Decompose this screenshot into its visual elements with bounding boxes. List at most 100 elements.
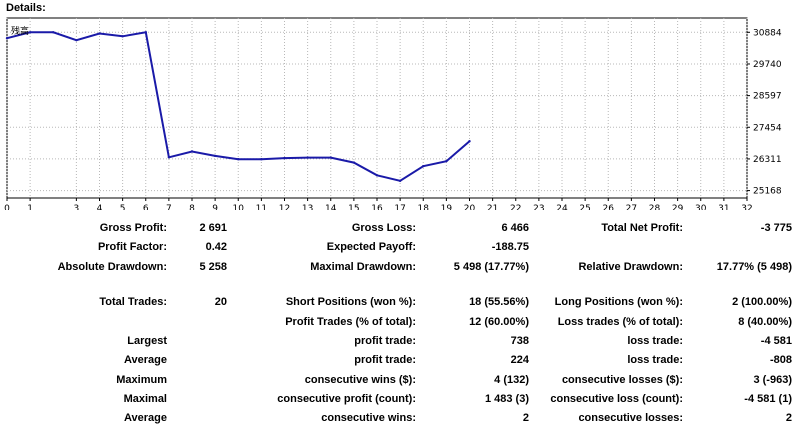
x-axis: 0 1 3 4 5 6 7 8 9 10 11 12 13 14 15 16 17 18 19 20 21 22 23 24 2… — [4, 198, 753, 210]
gross-profit-value: 2 691 — [199, 222, 227, 234]
data-point — [375, 174, 379, 177]
long-positions-value: 2 (100.00%) — [732, 296, 792, 308]
data-point — [121, 35, 124, 38]
x-tick-label: 24 — [556, 204, 568, 210]
x-tick-label: 25 — [579, 204, 590, 210]
data-point — [52, 31, 55, 34]
y-tick-label: 27454 — [753, 123, 782, 133]
maximal-drawdown-label: Maximal Drawdown: — [310, 261, 416, 273]
data-point — [28, 31, 32, 34]
x-tick-label: 22 — [510, 204, 521, 210]
x-tick-label: 30 — [695, 204, 707, 210]
gross-loss-value: 6 466 — [501, 222, 529, 234]
average-profit-label: profit trade: — [354, 354, 416, 366]
data-point — [283, 156, 286, 160]
maximal-loss-label: consecutive loss (count): — [550, 393, 683, 405]
x-tick-label: 0 — [4, 204, 10, 210]
data-point — [213, 154, 217, 158]
maximal-drawdown-value: 5 498 (17.77%) — [453, 261, 529, 273]
x-tick-label: 12 — [279, 204, 290, 210]
average-consec-profit-label: consecutive wins: — [321, 412, 416, 424]
total-trades-label: Total Trades: — [99, 296, 167, 308]
relative-drawdown-label: Relative Drawdown: — [578, 261, 683, 273]
grid — [6, 18, 748, 198]
details-title: Details: — [6, 2, 46, 14]
y-tick-label: 30884 — [753, 28, 782, 38]
data-points — [5, 31, 471, 183]
x-tick-label: 16 — [371, 204, 383, 210]
data-point — [468, 140, 471, 143]
x-tick-label: 11 — [256, 204, 267, 210]
maximum-loss-label: consecutive losses ($): — [561, 374, 683, 386]
absolute-drawdown-value: 5 258 — [199, 261, 227, 273]
y-tick-label: 25168 — [753, 187, 782, 197]
x-tick-label: 5 — [120, 204, 126, 210]
y-axis: 30884 29740 28597 27454 26311 25168 — [747, 28, 782, 197]
x-tick-label: 17 — [394, 204, 405, 210]
average-label: Average — [123, 354, 167, 366]
data-point — [144, 31, 147, 34]
x-tick-label: 7 — [166, 204, 172, 210]
x-tick-label: 4 — [97, 204, 103, 210]
profit-trades-value: 12 (60.00%) — [469, 316, 529, 328]
maximal-loss-value: -4 581 (1) — [744, 393, 792, 405]
largest-profit-value: 738 — [510, 335, 529, 347]
maximal-profit-value: 1 483 (3) — [484, 393, 529, 405]
total-net-profit-value: -3 775 — [760, 222, 792, 234]
x-tick-label: 26 — [603, 204, 615, 210]
maximal-label: Maximal — [123, 393, 167, 405]
data-point — [98, 32, 101, 35]
data-point — [167, 156, 171, 159]
average-consec-loss-label: consecutive losses: — [578, 412, 683, 424]
data-point — [75, 38, 78, 42]
average-profit-value: 224 — [510, 354, 529, 366]
average-consec-label: Average — [123, 412, 167, 424]
data-point — [445, 159, 448, 163]
expected-payoff-label: Expected Payoff: — [326, 241, 416, 253]
x-tick-label: 18 — [418, 204, 430, 210]
data-point — [260, 158, 263, 161]
maximum-label: Maximum — [116, 374, 167, 386]
x-tick-label: 8 — [189, 204, 195, 210]
data-point — [306, 156, 309, 159]
y-tick-label: 28597 — [753, 92, 782, 102]
average-loss-value: -808 — [769, 354, 792, 366]
profit-factor-value: 0.42 — [205, 241, 227, 253]
short-positions-label: Short Positions (won %): — [285, 296, 416, 308]
maximum-profit-value: 4 (132) — [494, 374, 529, 386]
x-tick-label: 1 — [27, 204, 33, 210]
largest-profit-label: profit trade: — [354, 335, 416, 347]
x-tick-label: 9 — [212, 204, 218, 210]
x-tick-label: 21 — [487, 204, 498, 210]
y-tick-label: 29740 — [753, 60, 782, 70]
x-tick-label: 10 — [233, 204, 245, 210]
loss-trades-value: 8 (40.00%) — [738, 316, 792, 328]
data-point — [398, 179, 402, 183]
x-tick-label: 28 — [649, 204, 661, 210]
total-net-profit-label: Total Net Profit: — [601, 222, 683, 234]
y-tick-label: 26311 — [753, 155, 782, 165]
largest-loss-value: -4 581 — [760, 335, 792, 347]
largest-label: Largest — [127, 335, 167, 347]
x-tick-label: 19 — [441, 204, 453, 210]
gross-profit-label: Gross Profit: — [99, 222, 167, 234]
x-tick-label: 13 — [302, 204, 313, 210]
maximal-profit-label: consecutive profit (count): — [277, 393, 416, 405]
x-tick-label: 27 — [626, 204, 637, 210]
largest-loss-label: loss trade: — [627, 335, 683, 347]
data-point — [190, 150, 194, 153]
x-tick-label: 31 — [718, 204, 729, 210]
x-tick-label: 15 — [348, 204, 359, 210]
absolute-drawdown-label: Absolute Drawdown: — [57, 261, 167, 273]
profit-factor-label: Profit Factor: — [97, 241, 167, 253]
x-tick-label: 20 — [464, 204, 476, 210]
average-consec-loss-value: 2 — [785, 412, 792, 424]
short-positions-value: 18 (55.56%) — [469, 296, 529, 308]
x-tick-label: 3 — [74, 204, 80, 210]
legend-label: 残高 — [11, 25, 29, 37]
maximum-loss-value: 3 (-963) — [753, 374, 792, 386]
average-consec-profit-value: 2 — [522, 412, 529, 424]
data-point — [352, 161, 356, 164]
x-tick-label: 14 — [325, 204, 337, 210]
